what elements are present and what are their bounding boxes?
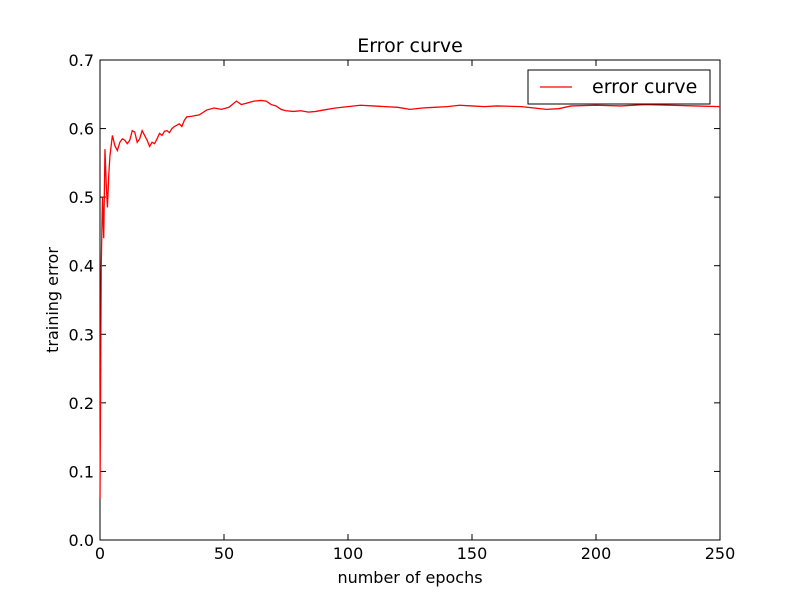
y-tick-label: 0.2 xyxy=(69,394,94,413)
y-axis: 0.0 0.1 0.2 0.3 0.4 0.5 0.6 0.7 xyxy=(69,51,720,550)
x-tick-label: 0 xyxy=(95,544,105,563)
plot-area xyxy=(99,59,721,541)
chart-title: Error curve xyxy=(357,35,463,57)
y-tick-label: 0.4 xyxy=(69,257,94,276)
series-line-error-curve xyxy=(99,99,721,499)
x-tick-label: 50 xyxy=(214,544,234,563)
y-tick-label: 0.1 xyxy=(69,462,94,481)
legend: error curve xyxy=(527,69,711,105)
x-axis: 0 50 100 150 200 250 xyxy=(95,60,735,563)
y-tick-label: 0.7 xyxy=(69,51,94,70)
x-tick-label: 150 xyxy=(457,544,488,563)
legend-label: error curve xyxy=(592,76,697,98)
x-tick-label: 200 xyxy=(581,544,612,563)
y-tick-label: 0.5 xyxy=(69,188,94,207)
x-tick-label: 250 xyxy=(705,544,736,563)
y-tick-label: 0.6 xyxy=(69,120,94,139)
x-axis-label: number of epochs xyxy=(337,568,482,587)
y-axis-label: training error xyxy=(43,247,62,353)
y-tick-label: 0.0 xyxy=(69,531,94,550)
x-tick-label: 100 xyxy=(333,544,364,563)
y-tick-label: 0.3 xyxy=(69,325,94,344)
